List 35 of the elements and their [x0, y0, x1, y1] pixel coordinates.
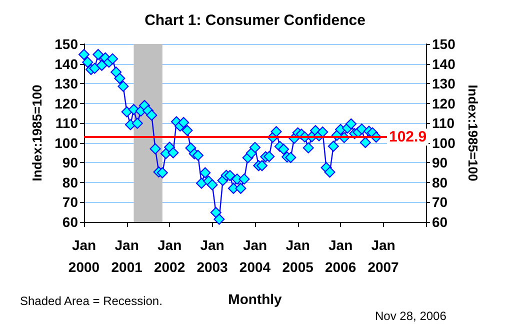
x-tick-label: Jan 2003 [196, 237, 228, 275]
y-tick-label: 70 [62, 194, 78, 210]
x-tick-label: Jan 2002 [154, 237, 186, 275]
y2-tick-label: 130 [432, 76, 456, 92]
y-tick-label: 100 [54, 134, 78, 151]
x-tick-label: Jan 2007 [368, 237, 400, 275]
y-tick-label: 110 [55, 115, 78, 132]
x-tick-label: Jan 2004 [239, 237, 271, 275]
y-tick-label: 120 [54, 95, 78, 112]
y2-tick-label: 90 [432, 154, 448, 171]
y2-tick-label: 120 [432, 95, 456, 112]
y2-tick-label: 60 [432, 214, 448, 230]
text: Nov 28, 2006 [375, 309, 447, 323]
y-tick-label: 80 [62, 174, 78, 190]
y2-tick-label: 80 [432, 174, 448, 190]
y2-tick-label: 100 [432, 134, 456, 151]
y2-tick-label: 140 [432, 56, 456, 72]
y2-tick-label: 150 [432, 36, 456, 52]
chart-title: Chart 1: Consumer Confidence [144, 12, 366, 29]
y-tick-label: 140 [54, 56, 78, 72]
y-tick-label: 60 [62, 214, 78, 230]
x-tick-label: Jan 2001 [111, 237, 143, 275]
x-tick-label: Jan 2006 [324, 237, 356, 275]
y-tick-label: 130 [54, 76, 78, 92]
y-tick-label: 150 [54, 36, 78, 52]
x-axis-title: Monthly [228, 291, 282, 307]
y-axis-title: Index:1985=100 [30, 84, 45, 182]
y-tick-label: 90 [62, 154, 78, 171]
text: Shaded Area = Recession. [20, 294, 162, 308]
y2-tick-label: 70 [432, 194, 448, 210]
x-tick-label: Jan 2005 [282, 237, 314, 275]
y2-tick-label: 110 [432, 115, 455, 132]
y2-axis-title: Index:1985=100 [465, 84, 480, 182]
x-tick-label: Jan 2000 [68, 237, 100, 275]
ref-line-label: 102.9 [389, 128, 427, 146]
